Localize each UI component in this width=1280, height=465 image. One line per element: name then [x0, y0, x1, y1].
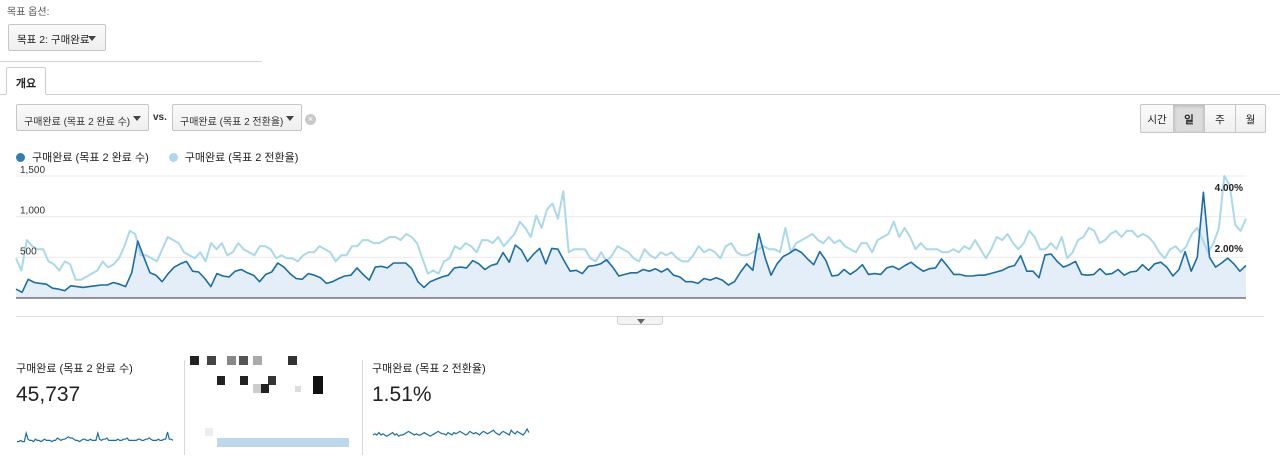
scorecard-title: 구매완료 (목표 2 완료 수)	[16, 363, 133, 375]
goal-options-label: 목표 옵션:	[7, 7, 50, 18]
period-month-button[interactable]: 월	[1235, 105, 1265, 132]
clear-comparison-button[interactable]: ×	[305, 114, 316, 125]
legend-item-completions[interactable]: 구매완료 (목표 2 완료 수)	[16, 149, 149, 165]
goal-select-value: 목표 2: 구매완료	[17, 34, 90, 46]
redacted-area	[185, 350, 355, 455]
sparkline	[372, 427, 530, 437]
series-area	[16, 192, 1246, 298]
scorecard-value: 45,737	[16, 383, 81, 406]
divider	[0, 61, 262, 62]
y-tick-label-left: 500	[20, 246, 37, 257]
scorecard-title: 구매완료 (목표 2 전환율)	[372, 363, 486, 375]
chevron-down-icon	[637, 319, 645, 324]
sparkline-path	[372, 427, 530, 437]
divider	[184, 360, 185, 455]
period-hour-button[interactable]: 시간	[1147, 114, 1167, 126]
secondary-metric-select[interactable]: 구매완료 (목표 2 전환율)	[172, 104, 302, 131]
chevron-down-icon	[133, 116, 141, 121]
chart-legend: 구매완료 (목표 2 완료 수) 구매완료 (목표 2 전환율)	[16, 149, 298, 165]
vs-label: vs.	[153, 112, 167, 123]
divider	[362, 360, 363, 455]
collapse-chart-button[interactable]	[617, 316, 663, 325]
primary-metric-value: 구매완료 (목표 2 완료 수)	[24, 117, 131, 128]
goal-select[interactable]: 목표 2: 구매완료	[8, 24, 106, 51]
legend-label: 구매완료 (목표 2 전환율)	[184, 152, 299, 164]
period-toggle: 시간 일 주 월	[1140, 104, 1266, 133]
sparkline	[17, 430, 174, 443]
legend-dot	[168, 152, 178, 162]
legend-label: 구매완료 (목표 2 완료 수)	[32, 152, 149, 164]
sparkline-path	[17, 430, 174, 443]
chevron-down-icon	[88, 36, 96, 41]
y-tick-label-left: 1,500	[20, 165, 45, 176]
secondary-metric-value: 구매완료 (목표 2 전환율)	[180, 117, 284, 128]
series-line-completions	[15, 191, 1247, 294]
primary-metric-select[interactable]: 구매완료 (목표 2 완료 수)	[16, 104, 149, 131]
y-tick-label-right: 4.00%	[1215, 183, 1243, 194]
tab-bar-line	[0, 94, 1280, 95]
series-line-conversion-rate	[15, 175, 1247, 281]
scorecard-value: 1.51%	[372, 383, 432, 406]
legend-dot	[16, 152, 25, 162]
scorecard-conversion-rate[interactable]: 구매완료 (목표 2 전환율) 1.51%	[372, 360, 532, 455]
line-chart: 1,500 1,000 500 4.00% 2.00%	[15, 165, 1247, 299]
y-tick-label-right: 2.00%	[1215, 244, 1243, 255]
legend-item-conversion-rate[interactable]: 구매완료 (목표 2 전환율)	[168, 149, 299, 165]
period-day-button[interactable]: 일	[1173, 105, 1204, 132]
y-tick-label-left: 1,000	[20, 206, 45, 217]
tab-overview[interactable]: 개요	[6, 67, 46, 95]
period-week-button[interactable]: 주	[1204, 105, 1235, 132]
scorecard-completions[interactable]: 구매완료 (목표 2 완료 수) 45,737	[16, 360, 176, 455]
chevron-down-icon	[286, 116, 294, 121]
